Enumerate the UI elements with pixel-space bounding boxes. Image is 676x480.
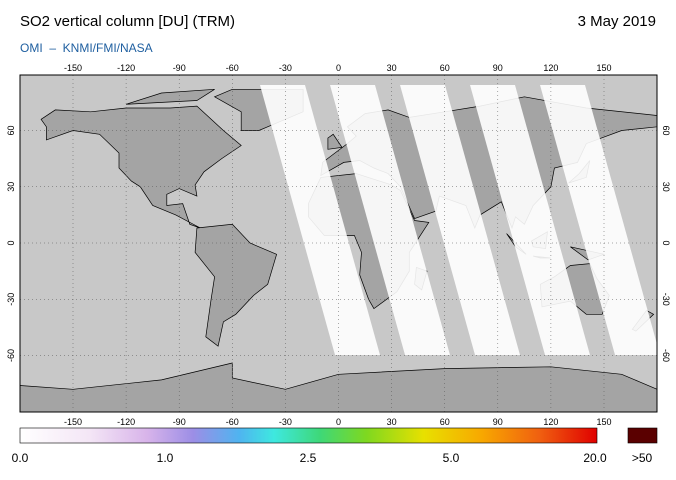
lon-tick-label: 0 (336, 417, 341, 427)
lat-tick-label: 60 (6, 125, 16, 135)
colorbar-label: 0.0 (12, 451, 29, 465)
axis-ticks: -150 -150 -120 -120 -90 -90 -60 -60 -30 -30 0 0 30 30… (6, 63, 671, 427)
lon-tick-label: -30 (279, 417, 292, 427)
colorbar-over (627, 427, 658, 444)
colorbar-label: >50 (632, 451, 653, 465)
lon-tick-label: 30 (387, 417, 397, 427)
lat-tick-label: 30 (661, 182, 671, 192)
lon-tick-label: -150 (64, 417, 82, 427)
lat-tick-label: -30 (661, 293, 671, 306)
lon-tick-label: 30 (387, 63, 397, 73)
lon-tick-label: 120 (543, 63, 558, 73)
date: 3 May 2019 (578, 13, 656, 30)
swath (540, 85, 657, 355)
lat-tick-label: -60 (6, 349, 16, 362)
colorbar (19, 427, 598, 444)
landmass (327, 133, 343, 150)
lon-tick-label: -30 (279, 63, 292, 73)
lon-tick-label: -90 (173, 417, 186, 427)
swath (470, 85, 590, 355)
swath (330, 85, 450, 355)
title: SO2 vertical column [DU] (TRM) (20, 13, 235, 30)
colorbar-label: 5.0 (443, 451, 460, 465)
lon-tick-label: 150 (596, 63, 611, 73)
lon-tick-label: -120 (117, 63, 135, 73)
lon-tick-label: -60 (226, 417, 239, 427)
landmass (194, 223, 278, 347)
lat-tick-label: 0 (6, 240, 16, 245)
swath (260, 85, 380, 355)
lon-tick-label: -60 (226, 63, 239, 73)
lon-tick-label: 90 (493, 417, 503, 427)
colorbar-label: 20.0 (583, 451, 607, 465)
lat-tick-label: -60 (661, 349, 671, 362)
colorbar-labels: 0.0 1.0 2.5 5.0 20.0 >50 (12, 451, 653, 465)
landmass (40, 105, 242, 229)
lat-tick-label: 60 (661, 125, 671, 135)
lon-tick-label: -150 (64, 63, 82, 73)
data-swaths (260, 85, 657, 355)
lon-tick-label: 0 (336, 63, 341, 73)
lat-tick-label: 30 (6, 182, 16, 192)
lon-tick-label: 60 (440, 63, 450, 73)
lon-tick-label: 150 (596, 417, 611, 427)
lat-tick-label: 0 (661, 240, 671, 245)
lon-tick-label: 60 (440, 417, 450, 427)
lat-tick-label: -30 (6, 293, 16, 306)
colorbar-label: 1.0 (157, 451, 174, 465)
map-frame (19, 74, 658, 413)
lon-tick-label: 120 (543, 417, 558, 427)
source: OMI – KNMI/FMI/NASA (20, 41, 153, 55)
landmass (125, 88, 215, 105)
colorbar-label: 2.5 (300, 451, 317, 465)
swath (400, 85, 520, 355)
lon-tick-label: -120 (117, 417, 135, 427)
graticule (20, 75, 657, 412)
lon-tick-label: -90 (173, 63, 186, 73)
lon-tick-label: 90 (493, 63, 503, 73)
